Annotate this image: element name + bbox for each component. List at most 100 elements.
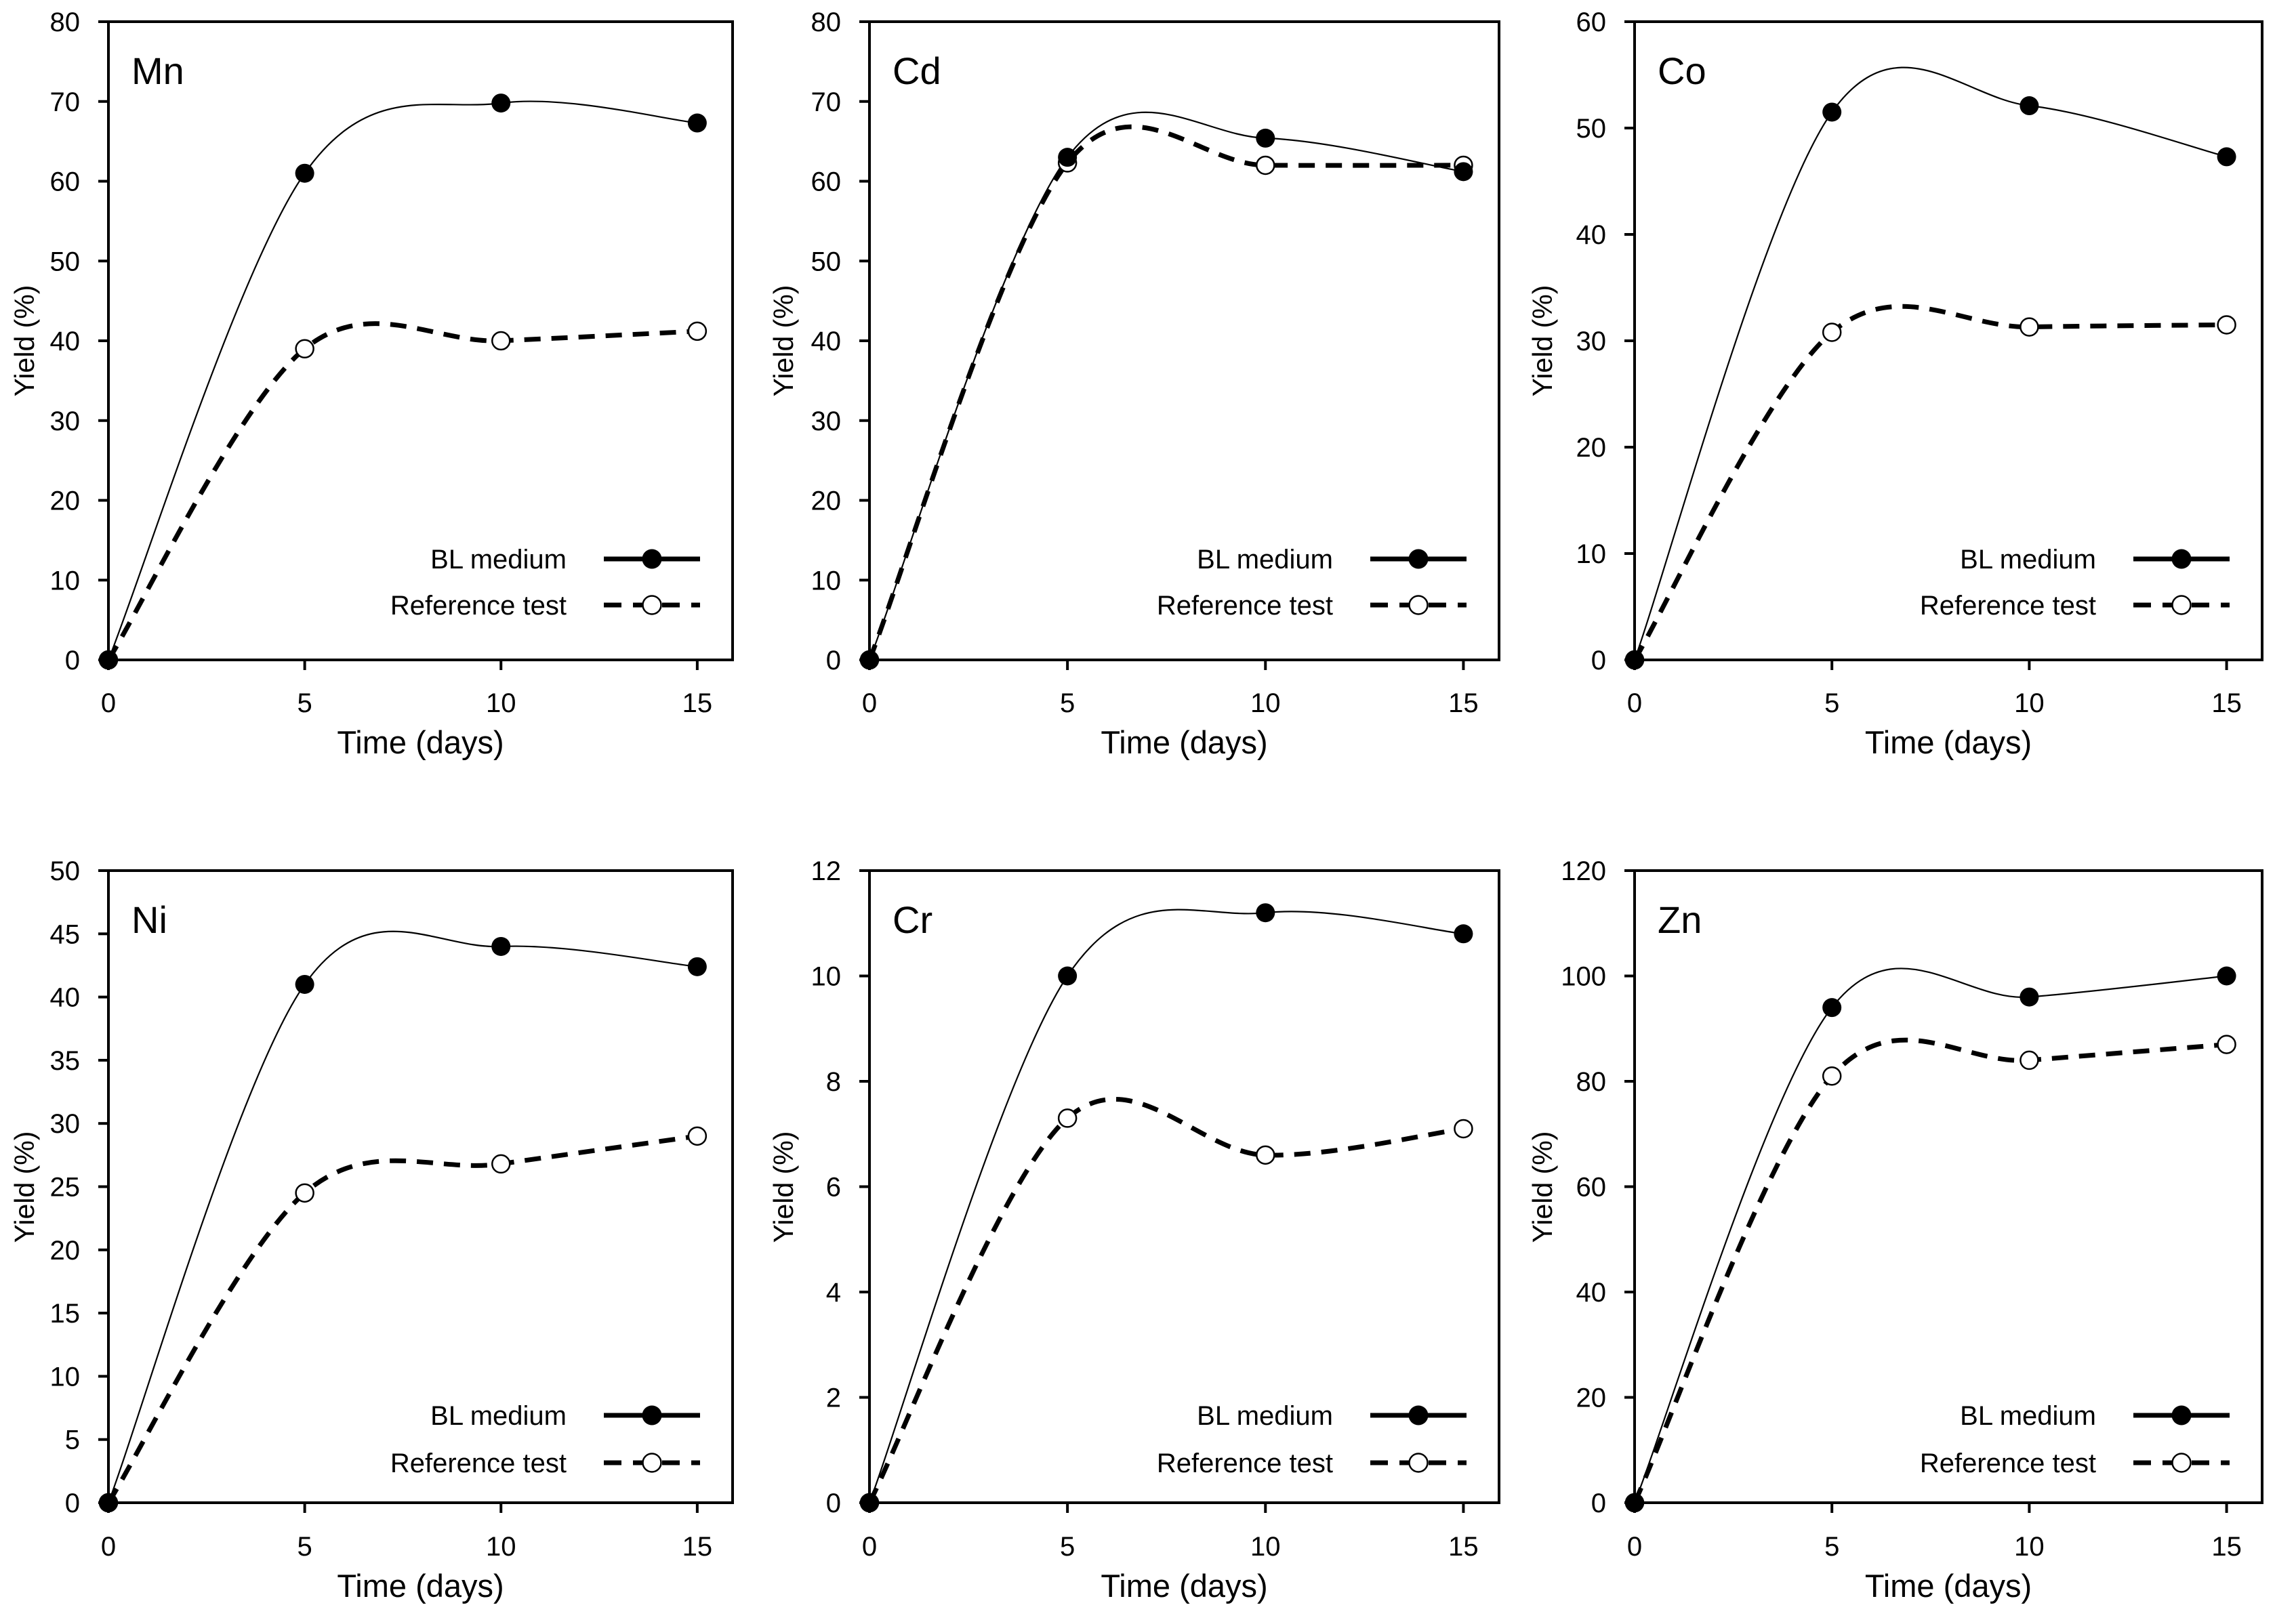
plot-frame (107, 20, 734, 661)
y-axis-tick-label: 25 (50, 1173, 81, 1203)
data-marker-bl-medium (1625, 650, 1644, 669)
data-marker-reference-test (2020, 1050, 2039, 1070)
x-axis-title: Time (days) (337, 724, 504, 760)
plot-frame (868, 869, 1500, 1504)
data-marker-bl-medium (99, 1493, 118, 1512)
legend-sample-marker-reference-test (2171, 1453, 2192, 1473)
y-axis-tick-label: 80 (811, 7, 842, 37)
legend-label-reference-test: Reference test (1920, 1449, 2096, 1478)
legend-label-bl-medium: BL medium (430, 545, 567, 575)
x-axis-tick-label: 10 (486, 1532, 516, 1562)
y-axis-tick-label: 0 (826, 646, 841, 675)
data-marker-reference-test (295, 1183, 314, 1203)
data-marker-reference-test (2020, 317, 2039, 337)
x-axis-tick-label: 5 (297, 688, 312, 718)
series-line-bl-medium (1633, 967, 2227, 1503)
y-axis-tick-label: 20 (50, 486, 81, 516)
data-marker-bl-medium (1454, 924, 1473, 944)
x-axis-title: Time (days) (1101, 1568, 1267, 1604)
legend-sample-marker-bl-medium (2171, 549, 2192, 569)
series-line-bl-medium (868, 909, 1464, 1503)
chart-svg-zn: 0 20 40 60 80 100 120 0 5 10 15 Yield (%) Time (days… (1527, 856, 2263, 1604)
data-marker-bl-medium (1625, 1493, 1644, 1512)
chart-svg-co: 0 10 20 30 40 50 60 0 5 10 15 Yield (%) Time (days) C… (1527, 7, 2263, 760)
legend-sample-marker-bl-medium (1408, 549, 1429, 569)
data-marker-reference-test (687, 1126, 708, 1146)
data-marker-reference-test (1256, 1145, 1275, 1165)
y-axis-tick-label: 120 (1561, 856, 1606, 886)
x-axis-tick-label: 5 (1824, 688, 1839, 718)
x-axis-tick-label: 10 (2014, 1532, 2045, 1562)
x-axis-tick-label: 15 (2211, 1532, 2242, 1562)
y-axis-tick-label: 10 (811, 962, 842, 992)
data-marker-bl-medium (1058, 966, 1078, 986)
y-axis-tick-label: 0 (65, 1488, 80, 1518)
x-axis-tick-label: 5 (1060, 688, 1075, 718)
legend-sample-marker-bl-medium (2171, 1405, 2192, 1425)
series-line-reference-test (867, 1096, 1464, 1504)
legend-label-bl-medium: BL medium (1960, 1401, 2096, 1431)
legend: BL medium Reference test (1157, 545, 1467, 621)
x-axis-tick-label: 15 (682, 688, 713, 718)
panel-title: Cr (893, 898, 932, 941)
y-axis-tick-label: 100 (1561, 962, 1606, 992)
chart-panel-cr: 0 2 4 6 8 10 12 0 5 10 15 Yield (%) Time (days) Cr BL … (759, 852, 1517, 1624)
legend-sample-marker-reference-test (1408, 1453, 1429, 1473)
legend-label-bl-medium: BL medium (1197, 1401, 1333, 1431)
x-axis-title: Time (days) (337, 1568, 504, 1604)
y-axis-title: Yield (%) (1527, 1131, 1558, 1243)
data-marker-bl-medium (1454, 162, 1473, 182)
y-axis-title: Yield (%) (9, 1131, 40, 1243)
data-marker-bl-medium (687, 113, 707, 133)
y-axis-tick-label: 80 (50, 7, 81, 37)
chart-panel-ni: 0 5 10 15 20 25 30 35 40 45 50 0 5 10 15 Yield (%) Time … (0, 852, 758, 1624)
legend-label-bl-medium: BL medium (1197, 545, 1333, 575)
data-marker-reference-test (491, 1154, 511, 1174)
series-line-reference-test (1632, 1037, 2227, 1504)
y-axis-tick-label: 45 (50, 919, 81, 949)
y-axis-tick-label: 2 (826, 1383, 841, 1413)
series-line-reference-test (1633, 304, 2227, 661)
panel-title: Zn (1658, 898, 1702, 941)
y-axis-tick-label: 0 (826, 1488, 841, 1518)
y-axis-tick-label: 80 (1576, 1067, 1607, 1097)
legend-sample-marker-reference-test (2171, 595, 2192, 615)
chart-panel-mn: 0 10 20 30 40 50 60 70 80 0 5 10 15 Yield (%) Time (da… (0, 0, 758, 779)
y-axis-tick-label: 10 (50, 1362, 81, 1392)
legend-label-reference-test: Reference test (390, 591, 567, 621)
y-axis-tick-label: 50 (811, 247, 842, 276)
data-marker-bl-medium (1822, 102, 1842, 122)
y-axis-tick-label: 35 (50, 1046, 81, 1076)
legend: BL medium Reference test (1920, 545, 2230, 621)
data-marker-reference-test (1822, 322, 1842, 342)
x-axis-tick-label: 5 (1060, 1532, 1075, 1562)
y-axis-tick-label: 20 (811, 486, 842, 516)
legend-sample-marker-bl-medium (642, 1405, 662, 1425)
legend-sample-marker-reference-test (1408, 595, 1429, 615)
data-marker-bl-medium (2020, 987, 2039, 1007)
data-marker-bl-medium (2217, 147, 2236, 167)
y-axis-title: Yield (%) (1527, 285, 1558, 397)
y-axis-tick-label: 0 (65, 646, 80, 675)
y-axis-tick-label: 40 (1576, 220, 1607, 250)
x-axis-title: Time (days) (1865, 724, 2032, 760)
data-marker-bl-medium (295, 974, 314, 994)
data-marker-bl-medium (491, 93, 511, 113)
data-marker-bl-medium (491, 936, 511, 956)
chart-panel-cd: 0 10 20 30 40 50 60 70 80 0 5 10 15 Yield (%) Time (da… (759, 0, 1517, 779)
series-line-bl-medium (107, 930, 698, 1503)
x-axis-tick-label: 15 (1448, 688, 1479, 718)
x-axis-title: Time (days) (1865, 1568, 2032, 1604)
chart-panel-co: 0 10 20 30 40 50 60 0 5 10 15 Yield (%) Time (days) C… (1518, 0, 2275, 779)
data-marker-reference-test (2217, 315, 2236, 335)
y-axis-tick-label: 6 (826, 1173, 841, 1203)
y-axis-tick-label: 40 (1576, 1278, 1607, 1308)
y-axis-tick-label: 60 (50, 167, 81, 197)
data-marker-bl-medium (99, 650, 118, 669)
legend-label-reference-test: Reference test (390, 1449, 567, 1478)
legend-sample-marker-bl-medium (1408, 1405, 1429, 1425)
y-axis-tick-label: 5 (65, 1425, 80, 1455)
data-marker-bl-medium (860, 1493, 879, 1512)
chart-svg-mn: 0 10 20 30 40 50 60 70 80 0 5 10 15 Yield (%) Time (da… (9, 7, 734, 760)
y-axis-tick-label: 40 (50, 983, 81, 1013)
